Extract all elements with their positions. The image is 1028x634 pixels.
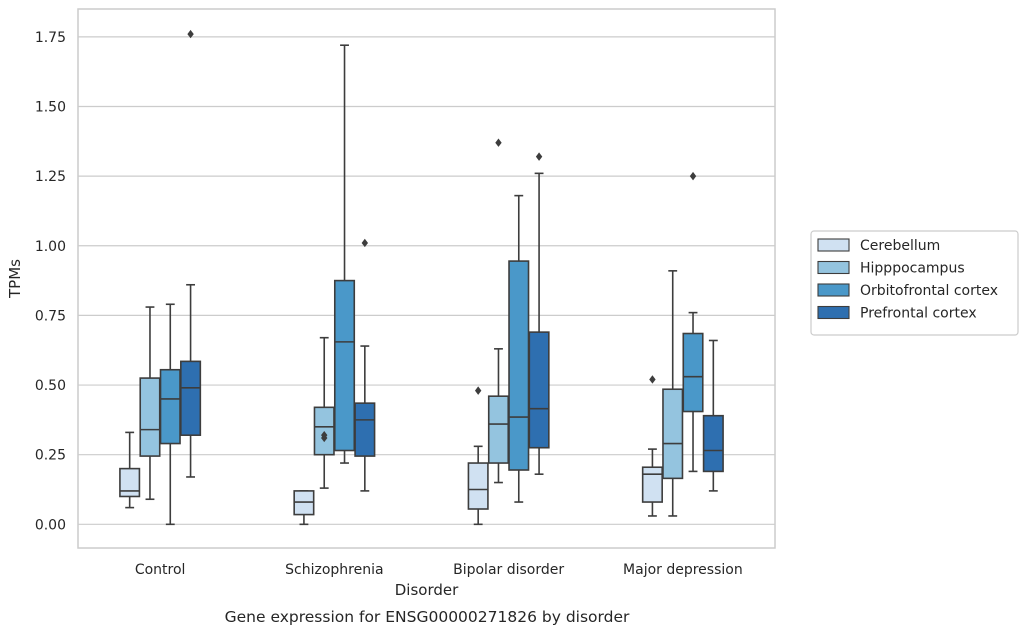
x-tick-label: Control [135,562,186,578]
y-tick-label: 1.00 [35,239,66,255]
y-tick-label: 0.50 [35,378,66,394]
y-tick-label: 0.25 [35,448,66,464]
legend-swatch [817,238,850,252]
box-hipppocampus [487,138,510,484]
outlier-point [689,171,697,181]
outlier-point [474,386,482,395]
y-tick-label: 0.75 [35,308,66,324]
y-tick-labels: 0.00 0.25 0.50 0.75 1.00 1.25 1.50 1.75 [35,30,66,533]
box-orbitofrontal-cortex [508,194,530,503]
box-prefrontal-cortex [180,29,202,478]
legend-swatch [817,283,850,297]
boxes [119,29,724,526]
box-prefrontal-cortex [354,238,376,492]
box-orbitofrontal-cortex [333,44,356,464]
box-iqr [641,466,663,503]
box-iqr [119,467,141,498]
box-hipppocampus [313,336,335,489]
outlier-point [495,138,502,147]
outlier-point [649,375,656,384]
outlier-point [361,238,369,248]
outlier-point [187,29,194,39]
box-prefrontal-cortex [528,152,550,475]
box-iqr [528,331,550,449]
box-iqr [159,368,181,445]
box-cerebellum [293,490,315,526]
box-hipppocampus [139,306,161,501]
y-tick-label: 0.00 [35,517,66,533]
x-tick-label: Major depression [623,562,743,578]
box-iqr [354,402,376,457]
legend-frame [810,230,1019,336]
box-iqr [139,377,161,457]
box-cerebellum [641,375,663,517]
box-prefrontal-cortex [702,339,724,492]
x-axis-title: Disorder [395,581,459,599]
box-iqr [702,414,724,473]
y-tick-label: 1.25 [35,169,66,185]
box-orbitofrontal-cortex [682,171,704,473]
x-tick-labels: Control Schizophrenia Bipolar disorder Majo… [135,562,743,578]
box-iqr [180,360,202,436]
legend-swatch [817,305,850,320]
x-tick-label: Bipolar disorder [453,562,564,578]
legend-label: Cerebellum [860,238,940,254]
y-tick-label: 1.75 [35,30,66,46]
box-cerebellum [467,386,489,526]
legend-swatch [817,260,850,275]
chart-title: Gene expression for ENSG00000271826 by d… [225,608,630,626]
box-iqr [467,462,489,510]
y-tick-label: 1.50 [35,99,66,115]
y-axis-title: TPMs [6,259,24,299]
legend-label: Hipppocampus [860,261,965,277]
box-iqr [662,388,684,480]
x-tick-label: Schizophrenia [285,562,383,578]
box-iqr [508,260,530,471]
outlier-point [321,430,328,440]
plot-frame [77,8,776,549]
legend: Cerebellum Hipppocampus Orbitofrontal cort… [810,230,1019,336]
box-iqr [487,395,510,464]
legend-label: Prefrontal cortex [860,306,977,322]
box-orbitofrontal-cortex [159,303,181,526]
box-iqr [682,332,704,413]
box-cerebellum [119,431,141,509]
outlier-point [535,152,543,161]
box-iqr [333,279,356,452]
legend-label: Orbitofrontal cortex [860,283,998,299]
box-hipppocampus [662,270,684,517]
